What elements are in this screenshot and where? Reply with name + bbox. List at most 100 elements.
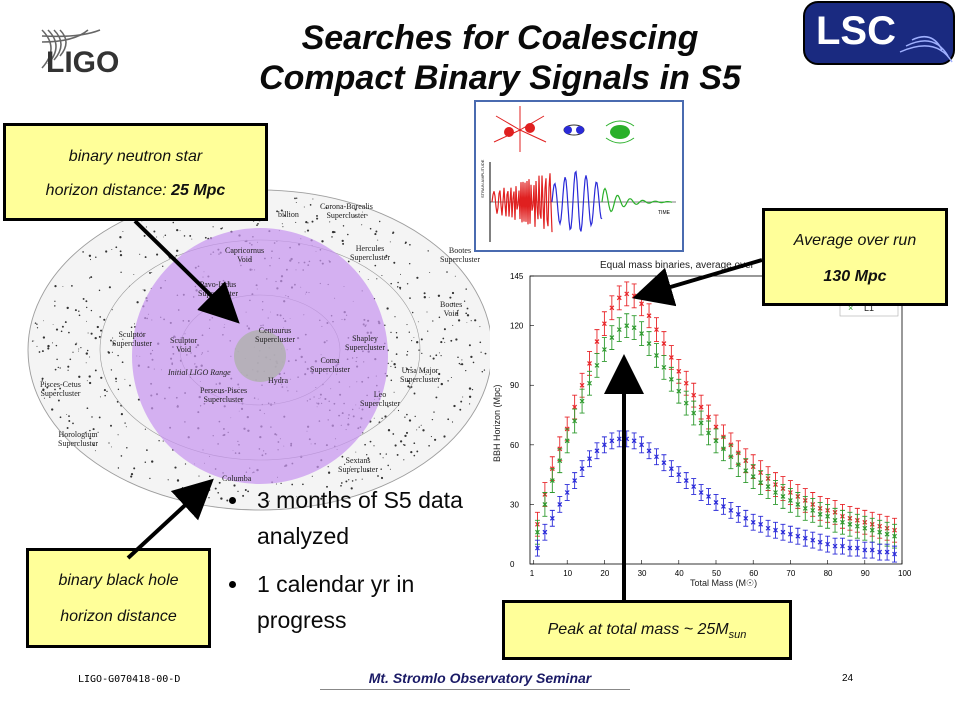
data-point-green xyxy=(624,323,630,329)
data-point-blue xyxy=(743,515,749,521)
data-point-green xyxy=(825,513,831,519)
x-tick-label: 60 xyxy=(749,569,758,578)
data-point-red xyxy=(579,382,585,388)
map-label-bootes-sc: Bootes Supercluster xyxy=(440,246,480,264)
chart-title: Equal mass binaries, average over xyxy=(600,260,755,271)
data-point-blue xyxy=(728,507,734,513)
bns-callout: binary neutron star horizon distance: 25… xyxy=(3,123,268,221)
data-point-green xyxy=(892,533,897,539)
data-point-red xyxy=(691,392,697,398)
data-point-red xyxy=(683,380,689,386)
data-point-blue xyxy=(817,539,823,545)
map-label-columba: Columba xyxy=(222,474,252,483)
data-point-blue xyxy=(721,503,726,509)
data-point-green xyxy=(557,458,563,464)
svg-text:LSC: LSC xyxy=(816,9,896,53)
data-point-green xyxy=(817,511,823,517)
bns-callout-line1: binary neutron star xyxy=(68,148,203,165)
map-label-sculptor-sc: Sculptor Supercluster xyxy=(112,330,152,348)
bullet-dot xyxy=(229,581,236,588)
map-label-perseus: Perseus-Pisces Supercluster xyxy=(200,386,248,404)
data-point-green xyxy=(869,527,875,533)
peak-callout-sub: sun xyxy=(728,629,747,642)
data-point-blue xyxy=(579,466,585,472)
data-point-green xyxy=(542,501,548,507)
data-point-green xyxy=(795,501,801,507)
data-point-green xyxy=(773,490,778,495)
bns-arrow xyxy=(133,219,240,324)
data-point-blue xyxy=(594,448,600,454)
map-label-coma: Coma Supercluster xyxy=(310,356,350,374)
data-point-blue xyxy=(773,527,778,533)
data-point-blue xyxy=(542,529,548,535)
data-point-green xyxy=(877,529,883,535)
data-point-red xyxy=(587,360,592,366)
title-line-1: Searches for Coalescing xyxy=(301,19,699,57)
data-point-green xyxy=(743,468,749,474)
bns-callout-value: 25 Mpc xyxy=(171,182,226,199)
data-point-red xyxy=(661,341,667,346)
data-point-blue xyxy=(795,533,801,539)
data-point-green xyxy=(698,420,704,426)
data-point-green xyxy=(750,474,756,480)
y-tick-label: 120 xyxy=(510,322,524,331)
data-point-blue xyxy=(825,541,831,547)
bbh-callout-line2: horizon distance xyxy=(60,608,177,625)
bbh-horizon-chart: Equal mass binaries, average over Total … xyxy=(490,252,912,592)
map-label-sculptor-void: Sculptor Void xyxy=(170,336,198,354)
data-point-blue xyxy=(810,537,816,543)
data-point-green xyxy=(721,446,726,452)
data-point-blue xyxy=(892,551,897,557)
svg-text:TIME: TIME xyxy=(658,210,671,216)
data-point-green xyxy=(631,325,637,331)
average-callout-value: 130 Mpc xyxy=(823,268,887,285)
map-label-pisces: Pisces-Cetus Supercluster xyxy=(40,380,81,398)
map-label-shapley: Shapley Supercluster xyxy=(345,334,385,352)
x-tick-label: 40 xyxy=(675,569,684,578)
footer-divider xyxy=(320,689,630,690)
data-point-green xyxy=(847,521,853,527)
data-point-green xyxy=(564,438,570,444)
ligo-logo: LIGO xyxy=(40,28,150,79)
waveform-inset: STRAIN AMPLITUDE TIME xyxy=(474,100,684,252)
data-point-blue xyxy=(601,442,607,448)
svg-text:LIGO: LIGO xyxy=(46,46,119,78)
map-label-hydra: Hydra xyxy=(268,376,288,385)
data-point-red xyxy=(706,414,711,420)
data-point-blue xyxy=(691,484,697,489)
map-label-horologium: Horologium Supercluster xyxy=(58,430,98,448)
data-point-blue xyxy=(832,543,838,549)
inspiral-stars xyxy=(493,106,635,152)
data-point-green xyxy=(765,484,771,489)
bbh-callout-line1: binary black hole xyxy=(58,572,179,589)
x-tick-label: 70 xyxy=(786,569,795,578)
svg-text:×: × xyxy=(848,303,853,313)
data-point-green xyxy=(549,478,555,484)
svg-text:STRAIN AMPLITUDE: STRAIN AMPLITUDE xyxy=(480,159,485,198)
x-tick-label: 20 xyxy=(600,569,609,578)
data-point-green xyxy=(706,430,711,436)
data-point-green xyxy=(668,376,674,382)
map-label-billion: billion xyxy=(278,210,299,219)
average-arrow xyxy=(632,258,763,307)
data-point-blue xyxy=(668,466,674,472)
data-point-green xyxy=(654,353,659,358)
y-tick-label: 145 xyxy=(510,272,524,281)
average-callout-line1: Average over run xyxy=(793,232,917,249)
bullet-item: 1 calendar yr in progress xyxy=(225,566,485,638)
data-point-red xyxy=(646,313,652,319)
data-point-blue xyxy=(609,438,615,444)
bns-horizon-sphere xyxy=(234,330,286,382)
map-label-leo: Leo Supercluster xyxy=(360,390,400,408)
doc-id: LIGO-G070418-00-D xyxy=(78,674,181,685)
data-point-red xyxy=(654,327,659,333)
data-point-blue xyxy=(840,543,845,549)
data-point-blue xyxy=(877,549,883,555)
data-point-blue xyxy=(706,494,711,499)
map-label-capricornus: Capricornus Void xyxy=(225,246,265,264)
data-point-blue xyxy=(869,547,875,553)
average-callout: Average over run 130 Mpc xyxy=(762,208,948,306)
data-point-blue xyxy=(557,501,563,507)
data-point-blue xyxy=(750,519,756,525)
